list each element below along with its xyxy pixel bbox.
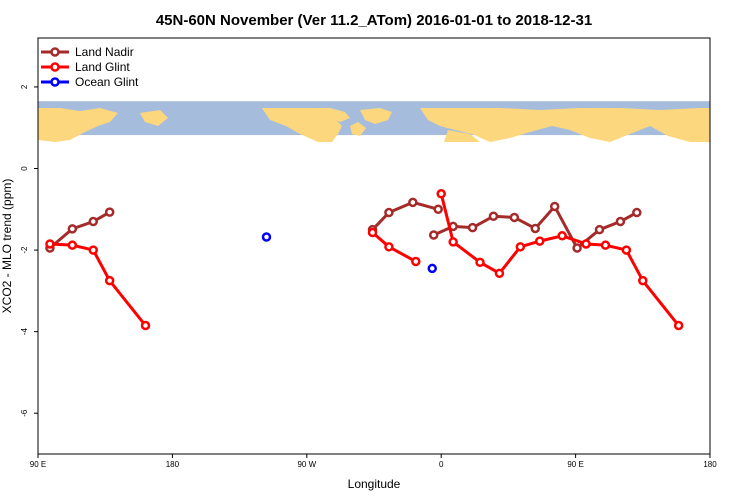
- data-point: [594, 224, 605, 235]
- series-line: [49, 242, 147, 327]
- series-land-nadir: [45, 197, 642, 253]
- data-point: [427, 263, 437, 274]
- data-point: [509, 212, 520, 223]
- data-point: [436, 189, 446, 199]
- map-land-1: [140, 110, 168, 126]
- data-point: [467, 222, 478, 233]
- x-tick-label: 0: [439, 460, 444, 469]
- data-point: [494, 268, 505, 279]
- legend-label: Land Nadir: [75, 45, 134, 59]
- series-ocean-glint: [261, 232, 437, 274]
- map-land-0: [38, 108, 118, 142]
- legend-label: Land Glint: [75, 60, 130, 74]
- map-land-5: [420, 108, 710, 142]
- data-point: [140, 320, 151, 331]
- series-line: [48, 210, 111, 250]
- data-point: [67, 240, 78, 250]
- data-point: [261, 232, 272, 242]
- x-tick-label: 180: [703, 460, 717, 469]
- data-point: [572, 243, 582, 253]
- data-point: [530, 223, 541, 234]
- data-point: [535, 236, 545, 246]
- data-point: [367, 227, 378, 238]
- map-land-6: [350, 122, 366, 136]
- x-axis-label: Longitude: [348, 477, 401, 491]
- data-point: [515, 242, 526, 252]
- world-map-strip: [38, 101, 710, 142]
- map-land-4: [360, 108, 392, 124]
- legend-marker: [50, 62, 60, 72]
- data-point: [632, 207, 642, 218]
- data-point: [638, 275, 648, 286]
- series-line: [371, 200, 439, 231]
- chart-title: 45N-60N November (Ver 11.2_ATom) 2016-01…: [156, 12, 592, 29]
- y-tick-label: -6: [20, 409, 29, 417]
- x-tick-label: 90 E: [30, 460, 46, 469]
- data-point: [104, 275, 115, 286]
- x-tick-label: 90 E: [567, 460, 583, 469]
- data-point: [408, 197, 418, 208]
- series-land-glint: [45, 189, 684, 331]
- data-point: [104, 207, 115, 217]
- data-point: [411, 256, 421, 267]
- x-axis: 90 E 180 90 W 0 90 E 180: [30, 454, 717, 469]
- map-land-3: [300, 108, 350, 122]
- data-point: [488, 211, 499, 221]
- data-point: [475, 257, 485, 268]
- data-point: [88, 216, 99, 227]
- y-axis: 2 0 -2 -4 -6: [20, 84, 38, 417]
- x-tick-label: 90 W: [297, 460, 316, 469]
- y-tick-label: -2: [20, 246, 29, 254]
- map-land-7: [444, 130, 480, 142]
- legend-label: Ocean Glint: [75, 75, 139, 89]
- data-point: [384, 207, 394, 218]
- y-tick-label: -4: [20, 328, 29, 336]
- series-layer: [45, 189, 684, 331]
- y-tick-label: 0: [20, 166, 29, 171]
- legend-marker: [50, 77, 60, 87]
- data-point: [384, 242, 394, 252]
- data-point: [45, 239, 55, 249]
- y-tick-label: 2: [20, 84, 29, 89]
- data-point: [67, 224, 78, 234]
- series-line: [439, 193, 680, 327]
- data-point: [621, 245, 632, 255]
- series-line: [371, 231, 417, 263]
- data-point: [448, 237, 458, 247]
- data-point: [600, 240, 611, 250]
- data-point: [557, 231, 567, 241]
- data-point: [673, 320, 684, 331]
- data-point: [615, 216, 626, 227]
- map-land-2: [262, 108, 342, 142]
- legend-marker: [50, 47, 60, 57]
- data-point: [549, 201, 560, 212]
- data-point: [433, 204, 443, 215]
- data-point: [581, 239, 591, 249]
- data-point: [428, 230, 439, 240]
- x-tick-label: 180: [166, 460, 180, 469]
- data-point: [88, 245, 99, 255]
- plot-frame: [37, 37, 711, 455]
- y-axis-label: XCO2 - MLO trend (ppm): [0, 179, 14, 314]
